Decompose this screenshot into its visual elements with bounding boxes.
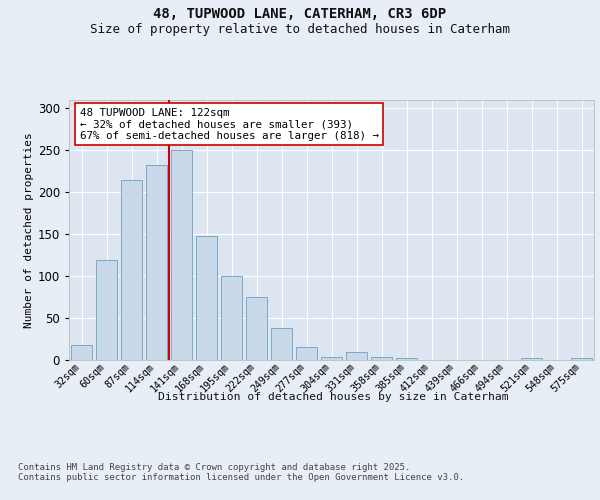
Bar — [371, 358, 392, 360]
Text: 48 TUPWOOD LANE: 122sqm
← 32% of detached houses are smaller (393)
67% of semi-d: 48 TUPWOOD LANE: 122sqm ← 32% of detache… — [79, 108, 379, 141]
Bar — [271, 328, 292, 360]
Text: Size of property relative to detached houses in Caterham: Size of property relative to detached ho… — [90, 22, 510, 36]
Bar — [71, 345, 92, 360]
Text: Distribution of detached houses by size in Caterham: Distribution of detached houses by size … — [158, 392, 508, 402]
Bar — [96, 260, 117, 360]
Text: Contains HM Land Registry data © Crown copyright and database right 2025.
Contai: Contains HM Land Registry data © Crown c… — [18, 462, 464, 482]
Bar — [346, 352, 367, 360]
Bar — [146, 166, 167, 360]
Bar — [196, 236, 217, 360]
Bar — [221, 276, 242, 360]
Bar — [171, 150, 192, 360]
Bar — [521, 358, 542, 360]
Bar — [246, 297, 267, 360]
Bar — [321, 356, 342, 360]
Y-axis label: Number of detached properties: Number of detached properties — [23, 132, 34, 328]
Bar — [571, 358, 592, 360]
Bar — [296, 348, 317, 360]
Bar — [121, 180, 142, 360]
Bar — [396, 358, 417, 360]
Text: 48, TUPWOOD LANE, CATERHAM, CR3 6DP: 48, TUPWOOD LANE, CATERHAM, CR3 6DP — [154, 8, 446, 22]
